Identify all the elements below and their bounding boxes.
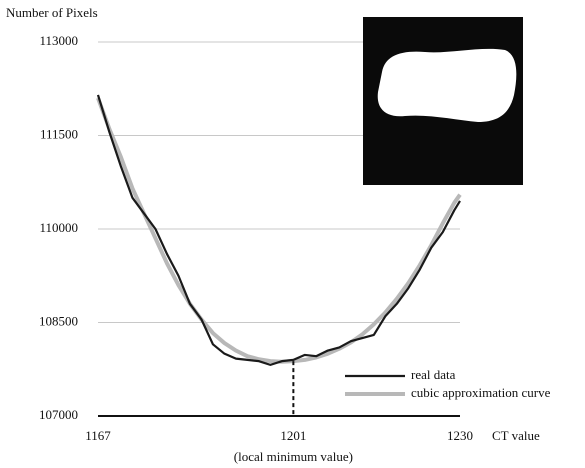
inset-image: [363, 17, 523, 185]
y-tick-label: 108500: [39, 313, 78, 328]
inset-shape: [378, 49, 517, 122]
annotation-text: (local minimum value): [234, 449, 353, 464]
y-tick-label: 113000: [39, 33, 78, 48]
y-tick-label: 107000: [39, 407, 78, 422]
legend-label: cubic approximation curve: [411, 385, 551, 400]
x-tick-label: 1230: [447, 428, 473, 443]
x-tick-label: 1201: [280, 428, 306, 443]
chart: Number of Pixels CT value 107000 108500 11…: [0, 0, 585, 468]
y-tick-label: 110000: [39, 220, 78, 235]
y-axis-label: Number of Pixels: [6, 5, 98, 20]
y-tick-label: 111500: [40, 126, 78, 141]
legend-label: real data: [411, 367, 456, 382]
x-tick-label: 1167: [85, 428, 111, 443]
x-axis-label: CT value: [492, 428, 540, 443]
